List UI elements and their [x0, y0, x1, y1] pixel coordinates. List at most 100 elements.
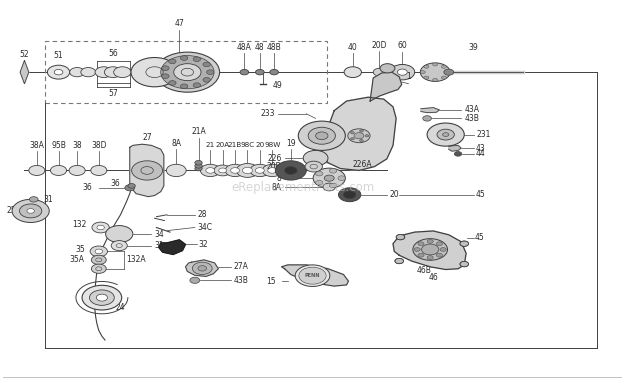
- Circle shape: [91, 255, 106, 264]
- Polygon shape: [393, 231, 466, 269]
- Circle shape: [421, 244, 439, 255]
- Circle shape: [195, 160, 202, 165]
- Text: 56: 56: [108, 49, 118, 58]
- Circle shape: [206, 168, 215, 173]
- Circle shape: [303, 151, 328, 166]
- Text: 15: 15: [266, 276, 276, 285]
- Circle shape: [111, 240, 128, 251]
- Text: 43B: 43B: [233, 276, 248, 285]
- Text: 8: 8: [277, 174, 281, 183]
- Circle shape: [396, 235, 405, 240]
- Circle shape: [344, 67, 361, 77]
- Text: 28: 28: [198, 210, 207, 219]
- Circle shape: [190, 277, 200, 283]
- Circle shape: [214, 165, 231, 176]
- Circle shape: [82, 285, 122, 310]
- Circle shape: [427, 239, 433, 243]
- Circle shape: [444, 69, 454, 75]
- Circle shape: [169, 59, 176, 64]
- Circle shape: [432, 78, 437, 81]
- Circle shape: [432, 63, 437, 66]
- Circle shape: [114, 67, 131, 77]
- Circle shape: [166, 164, 186, 177]
- Text: 20A: 20A: [216, 142, 230, 148]
- Text: 43A: 43A: [464, 106, 479, 115]
- Polygon shape: [281, 265, 348, 286]
- Polygon shape: [322, 97, 396, 170]
- Circle shape: [95, 67, 112, 77]
- Circle shape: [329, 183, 337, 188]
- Circle shape: [12, 199, 49, 222]
- Text: 60: 60: [398, 41, 408, 50]
- Circle shape: [195, 166, 202, 171]
- Circle shape: [242, 167, 252, 174]
- Circle shape: [268, 168, 277, 173]
- Text: eReplacementParts.com: eReplacementParts.com: [232, 181, 375, 194]
- Circle shape: [442, 133, 449, 136]
- Text: 21B: 21B: [228, 142, 242, 148]
- Circle shape: [441, 65, 446, 68]
- Circle shape: [256, 168, 264, 173]
- Text: 24: 24: [116, 303, 125, 312]
- Circle shape: [460, 262, 469, 267]
- Circle shape: [390, 65, 415, 80]
- Circle shape: [29, 165, 45, 176]
- Circle shape: [95, 249, 102, 254]
- Circle shape: [131, 57, 178, 87]
- Text: 27: 27: [142, 133, 152, 142]
- Circle shape: [27, 209, 34, 213]
- Text: 46B: 46B: [416, 266, 431, 275]
- Circle shape: [373, 68, 386, 76]
- Circle shape: [169, 81, 176, 85]
- Circle shape: [295, 265, 330, 287]
- Circle shape: [351, 138, 354, 140]
- Text: 48A: 48A: [237, 43, 252, 52]
- Text: PENN: PENN: [305, 273, 320, 278]
- Circle shape: [316, 180, 323, 185]
- Circle shape: [54, 70, 63, 75]
- Polygon shape: [370, 72, 402, 101]
- Text: 57: 57: [108, 89, 118, 98]
- Circle shape: [225, 164, 245, 177]
- Text: 21A: 21A: [191, 127, 206, 136]
- Circle shape: [445, 71, 450, 74]
- Circle shape: [195, 163, 202, 168]
- Text: 25: 25: [7, 206, 16, 215]
- Circle shape: [422, 116, 431, 121]
- Text: 226A: 226A: [352, 160, 372, 169]
- Text: 46: 46: [428, 273, 438, 282]
- Circle shape: [427, 123, 464, 146]
- Text: 36: 36: [83, 183, 92, 192]
- Circle shape: [203, 62, 211, 67]
- Circle shape: [437, 129, 454, 140]
- Text: 34: 34: [154, 230, 164, 239]
- Polygon shape: [421, 108, 439, 113]
- Text: 19: 19: [286, 139, 296, 148]
- Text: 20B: 20B: [267, 162, 281, 171]
- Text: 20D: 20D: [372, 41, 387, 50]
- Circle shape: [106, 226, 133, 242]
- Circle shape: [90, 246, 108, 257]
- Circle shape: [104, 67, 122, 77]
- Circle shape: [316, 132, 328, 140]
- Circle shape: [89, 290, 114, 305]
- Circle shape: [329, 169, 337, 173]
- Polygon shape: [130, 144, 164, 197]
- Circle shape: [441, 76, 446, 79]
- Circle shape: [365, 135, 369, 137]
- Circle shape: [284, 167, 297, 174]
- Text: 95B: 95B: [51, 141, 66, 150]
- Text: 231: 231: [476, 130, 491, 139]
- Text: 47: 47: [174, 20, 184, 29]
- Circle shape: [51, 165, 67, 176]
- Text: 45: 45: [475, 233, 484, 242]
- Circle shape: [181, 56, 188, 60]
- Text: 38A: 38A: [29, 141, 44, 150]
- Circle shape: [128, 183, 136, 188]
- Circle shape: [316, 171, 323, 176]
- Text: 38D: 38D: [91, 141, 106, 150]
- Circle shape: [91, 264, 106, 273]
- Circle shape: [420, 71, 425, 74]
- Text: 40: 40: [348, 43, 358, 52]
- Circle shape: [250, 164, 270, 177]
